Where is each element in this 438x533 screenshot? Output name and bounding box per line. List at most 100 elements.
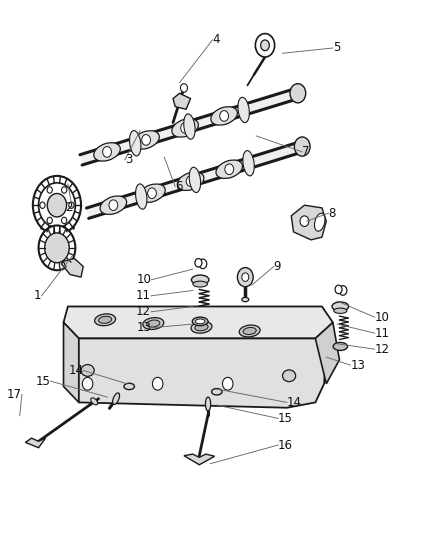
Polygon shape [25,438,46,448]
Text: 4: 4 [212,34,220,46]
Polygon shape [87,141,303,219]
Ellipse shape [136,184,147,209]
Circle shape [47,217,53,224]
Ellipse shape [143,318,164,329]
Circle shape [242,273,249,281]
Circle shape [102,147,111,157]
Ellipse shape [124,383,134,390]
Text: 11: 11 [136,289,151,302]
Circle shape [237,268,253,287]
Circle shape [300,216,309,227]
Text: 13: 13 [350,359,365,372]
Ellipse shape [139,184,165,203]
Text: 13: 13 [136,321,151,334]
Ellipse shape [94,143,120,161]
Ellipse shape [314,213,325,231]
Ellipse shape [133,131,159,149]
Circle shape [223,377,233,390]
Ellipse shape [95,314,116,326]
Circle shape [225,164,233,174]
Polygon shape [64,306,333,338]
Circle shape [69,202,74,208]
Ellipse shape [113,393,120,405]
Polygon shape [291,205,326,240]
Ellipse shape [242,297,249,302]
Text: 3: 3 [125,154,132,166]
Circle shape [199,259,207,269]
Ellipse shape [334,308,347,313]
Ellipse shape [205,397,211,411]
Ellipse shape [192,317,208,326]
Circle shape [39,225,75,270]
Text: 2: 2 [65,201,72,214]
Ellipse shape [212,389,222,395]
Ellipse shape [189,167,201,192]
Circle shape [47,187,52,193]
Polygon shape [173,93,191,109]
Circle shape [61,217,67,224]
Circle shape [33,176,81,235]
Circle shape [335,285,342,294]
Text: 5: 5 [333,42,340,54]
Circle shape [294,137,310,156]
Circle shape [45,233,69,263]
Text: 15: 15 [278,412,293,425]
Text: 7: 7 [302,146,310,158]
Circle shape [255,34,275,57]
Polygon shape [315,322,339,384]
Text: 12: 12 [136,305,151,318]
Ellipse shape [238,98,249,123]
Circle shape [261,40,269,51]
Circle shape [220,111,229,122]
Ellipse shape [99,316,112,324]
Text: 14: 14 [287,396,302,409]
Polygon shape [61,259,83,277]
Ellipse shape [195,319,205,324]
Circle shape [39,183,75,228]
Ellipse shape [100,196,127,214]
Ellipse shape [130,131,141,156]
Circle shape [148,188,156,199]
Polygon shape [64,322,79,402]
Circle shape [40,202,45,208]
Ellipse shape [332,302,349,311]
Circle shape [61,187,67,193]
Ellipse shape [243,327,256,335]
Text: 10: 10 [136,273,151,286]
Ellipse shape [243,151,254,176]
Text: 16: 16 [278,439,293,451]
Polygon shape [80,88,299,165]
Ellipse shape [177,172,204,190]
Text: 11: 11 [374,327,389,340]
Ellipse shape [211,107,237,125]
Circle shape [47,193,67,217]
Circle shape [181,123,190,133]
Ellipse shape [239,325,260,337]
Text: 15: 15 [35,375,50,387]
Circle shape [195,259,202,267]
Ellipse shape [283,370,296,382]
Text: 12: 12 [374,343,389,356]
Circle shape [180,84,187,92]
Circle shape [339,286,347,295]
Text: 10: 10 [374,311,389,324]
Ellipse shape [147,320,160,327]
Ellipse shape [184,114,195,139]
Circle shape [109,200,118,211]
Text: 6: 6 [175,180,183,193]
Ellipse shape [191,275,209,285]
Ellipse shape [81,365,94,376]
Ellipse shape [193,281,208,287]
Circle shape [186,176,195,187]
Text: 17: 17 [7,388,22,401]
Text: 8: 8 [328,207,336,220]
Circle shape [142,135,151,145]
Ellipse shape [333,342,348,351]
Ellipse shape [172,119,198,137]
Circle shape [152,377,163,390]
Polygon shape [79,338,326,408]
Circle shape [82,377,93,390]
Ellipse shape [91,398,98,405]
Ellipse shape [195,324,208,331]
Circle shape [290,84,306,103]
